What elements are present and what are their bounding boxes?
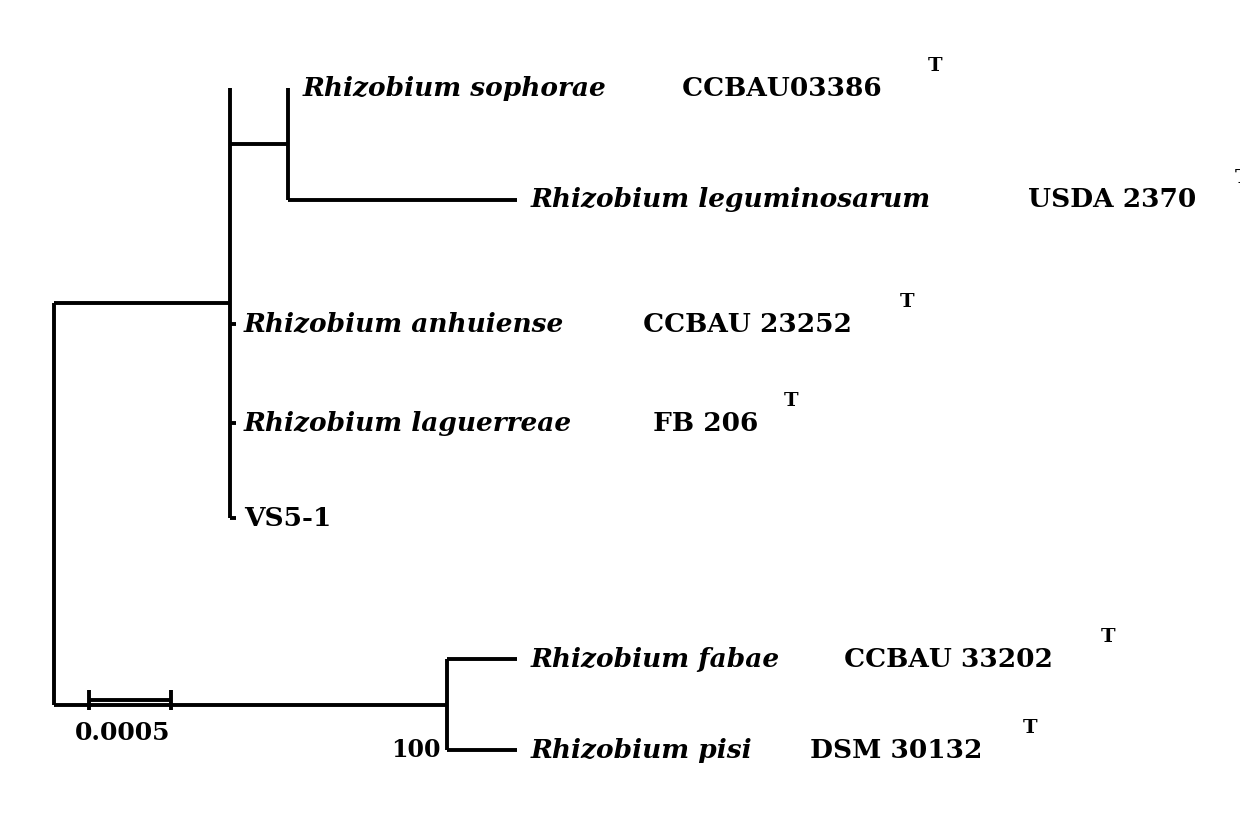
Text: Rhizobium laguerreae: Rhizobium laguerreae — [244, 411, 572, 436]
Text: T: T — [1023, 719, 1037, 737]
Text: T: T — [784, 392, 799, 410]
Text: VS5-1: VS5-1 — [244, 506, 331, 531]
Text: CCBAU03386: CCBAU03386 — [673, 76, 882, 100]
Text: T: T — [1235, 168, 1240, 187]
Text: USDA 2370: USDA 2370 — [1019, 188, 1197, 212]
Text: 0.0005: 0.0005 — [76, 721, 171, 745]
Text: T: T — [1101, 627, 1115, 646]
Text: Rhizobium sophorae: Rhizobium sophorae — [303, 76, 606, 100]
Text: DSM 30132: DSM 30132 — [801, 738, 982, 763]
Text: T: T — [900, 293, 915, 310]
Text: Rhizobium pisi: Rhizobium pisi — [531, 738, 753, 763]
Text: CCBAU 33202: CCBAU 33202 — [835, 647, 1053, 671]
Text: Rhizobium fabae: Rhizobium fabae — [531, 647, 780, 671]
Text: Rhizobium anhuiense: Rhizobium anhuiense — [244, 311, 564, 336]
Text: FB 206: FB 206 — [644, 411, 759, 436]
Text: Rhizobium leguminosarum: Rhizobium leguminosarum — [531, 188, 931, 212]
Text: CCBAU 23252: CCBAU 23252 — [635, 311, 852, 336]
Text: 100: 100 — [392, 738, 441, 762]
Text: T: T — [928, 57, 942, 75]
